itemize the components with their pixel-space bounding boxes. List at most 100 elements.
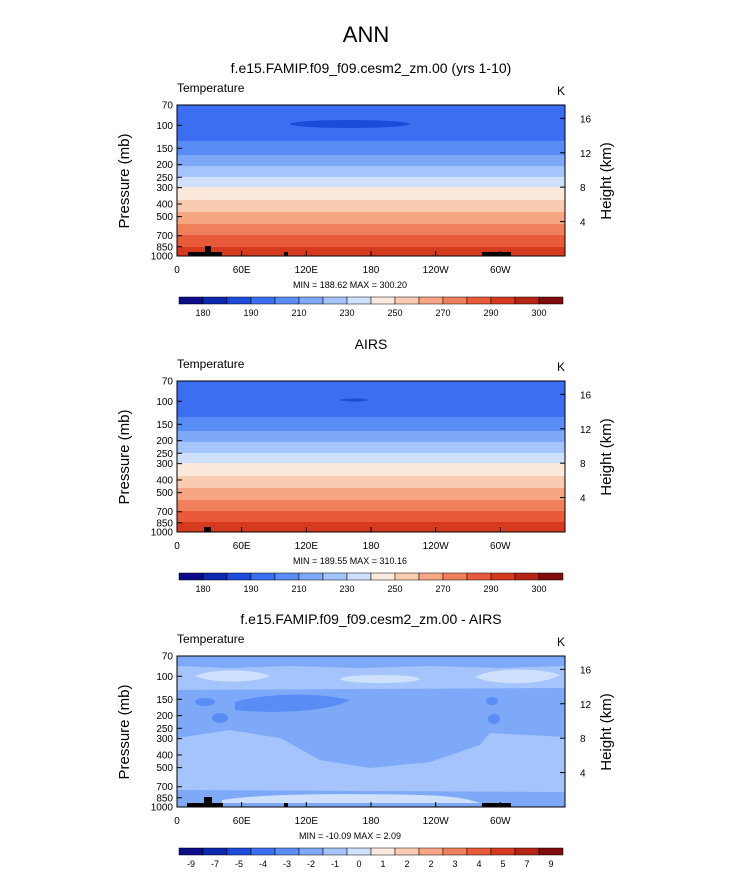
y2-axis-label: Height (km) bbox=[598, 418, 615, 496]
longitude-tick-label: 120W bbox=[423, 265, 450, 276]
y-axis-right: 16 12 8 4 bbox=[560, 665, 592, 780]
colorbar-label: 5 bbox=[500, 859, 505, 869]
panel-model: f.e15.FAMIP.f09_f09.cesm2_zm.00 (yrs 1-1… bbox=[116, 60, 615, 318]
colorbar-swatch bbox=[490, 296, 516, 305]
colorbar-swatch bbox=[394, 847, 420, 856]
topography bbox=[204, 527, 211, 532]
band bbox=[177, 224, 565, 235]
colorbar-swatch bbox=[538, 847, 564, 856]
longitude-tick-label: 0 bbox=[174, 816, 180, 827]
colorbar-label: 210 bbox=[291, 308, 306, 318]
units-label: K bbox=[557, 635, 565, 649]
colorbar-swatch bbox=[202, 847, 228, 856]
topography bbox=[482, 252, 511, 256]
colorbar-label: -3 bbox=[283, 859, 291, 869]
stats-label: MIN = 188.62 MAX = 300.20 bbox=[293, 280, 407, 290]
pressure-tick-label: 200 bbox=[156, 436, 173, 447]
colorbar-swatch bbox=[466, 847, 492, 856]
colorbar-label: 7 bbox=[524, 859, 529, 869]
longitude-tick-label: 180 bbox=[363, 541, 380, 552]
band bbox=[177, 141, 565, 155]
contour-fill bbox=[486, 697, 498, 705]
colorbar-swatch bbox=[202, 572, 228, 581]
longitude-tick-label: 60E bbox=[233, 541, 251, 552]
topography bbox=[284, 252, 288, 256]
colorbar-swatch bbox=[250, 296, 276, 305]
y-axis-right: 16 12 8 4 bbox=[560, 390, 592, 505]
colorbar-swatch bbox=[418, 296, 444, 305]
height-tick-label: 4 bbox=[580, 494, 586, 505]
page-title: ANN bbox=[343, 22, 389, 47]
pressure-tick-label: 250 bbox=[156, 724, 173, 735]
colorbar-label: 270 bbox=[435, 584, 450, 594]
stats-label: MIN = -10.09 MAX = 2.09 bbox=[299, 831, 401, 841]
band bbox=[177, 453, 565, 463]
units-label: K bbox=[557, 84, 565, 98]
pressure-tick-label: 100 bbox=[156, 672, 173, 683]
panel-diff: f.e15.FAMIP.f09_f09.cesm2_zm.00 - AIRS T… bbox=[116, 611, 615, 869]
band bbox=[177, 476, 565, 488]
height-tick-label: 12 bbox=[580, 425, 592, 436]
topography bbox=[482, 803, 511, 807]
band bbox=[177, 500, 565, 511]
pressure-tick-label: 150 bbox=[156, 144, 173, 155]
colorbar-swatch bbox=[322, 572, 348, 581]
heatmap-field bbox=[177, 381, 565, 532]
colorbar-swatch bbox=[514, 296, 540, 305]
band bbox=[177, 212, 565, 224]
y2-axis-label: Height (km) bbox=[598, 693, 615, 771]
colorbar-swatch bbox=[274, 296, 300, 305]
colorbar-swatch bbox=[394, 572, 420, 581]
colorbar-label: -2 bbox=[307, 859, 315, 869]
height-tick-label: 12 bbox=[580, 149, 592, 160]
pressure-tick-label: 100 bbox=[156, 397, 173, 408]
y-axis-label: Pressure (mb) bbox=[116, 684, 133, 779]
colorbar-label: 250 bbox=[387, 308, 402, 318]
pressure-tick-label: 1000 bbox=[151, 252, 174, 263]
y-axis-label: Pressure (mb) bbox=[116, 409, 133, 504]
colorbar-label: 210 bbox=[291, 584, 306, 594]
longitude-tick-label: 60W bbox=[490, 816, 511, 827]
colorbar: 180 190 210 230 250 270 290 300 bbox=[178, 296, 564, 318]
pressure-tick-label: 300 bbox=[156, 183, 173, 194]
pressure-tick-label: 250 bbox=[156, 173, 173, 184]
band bbox=[177, 417, 565, 431]
height-tick-label: 4 bbox=[580, 218, 586, 229]
colorbar-label: 270 bbox=[435, 308, 450, 318]
colorbar: 180 190 210 230 250 270 290 300 bbox=[178, 572, 564, 594]
stats-label: MIN = 189.55 MAX = 310.16 bbox=[293, 556, 407, 566]
cold-core bbox=[340, 398, 368, 402]
y-axis-right: 16 12 8 4 bbox=[560, 114, 592, 229]
band bbox=[177, 177, 565, 187]
x-axis: 0 60E 120E 180 120W 60W bbox=[174, 802, 511, 827]
pressure-tick-label: 1000 bbox=[151, 528, 174, 539]
pressure-tick-label: 700 bbox=[156, 507, 173, 518]
band bbox=[177, 488, 565, 500]
colorbar-label: -4 bbox=[259, 859, 267, 869]
topography bbox=[187, 803, 223, 807]
height-tick-label: 16 bbox=[580, 390, 592, 401]
colorbar-label: 180 bbox=[195, 308, 210, 318]
longitude-tick-label: 60W bbox=[490, 541, 511, 552]
colorbar-swatch bbox=[274, 847, 300, 856]
colorbar-swatch bbox=[538, 572, 564, 581]
colorbar-label: 4 bbox=[476, 859, 481, 869]
colorbar-label: 0 bbox=[356, 859, 361, 869]
band bbox=[177, 381, 565, 417]
longitude-tick-label: 0 bbox=[174, 541, 180, 552]
band bbox=[177, 187, 565, 200]
contour-fill bbox=[195, 670, 270, 682]
topography bbox=[205, 246, 211, 252]
units-label: K bbox=[557, 360, 565, 374]
colorbar-swatch bbox=[250, 572, 276, 581]
colorbar-label: 3 bbox=[452, 859, 457, 869]
variable-label: Temperature bbox=[177, 632, 245, 646]
longitude-tick-label: 120W bbox=[423, 541, 450, 552]
longitude-tick-label: 60E bbox=[233, 265, 251, 276]
colorbar-swatch bbox=[250, 847, 276, 856]
colorbar-swatch bbox=[514, 847, 540, 856]
